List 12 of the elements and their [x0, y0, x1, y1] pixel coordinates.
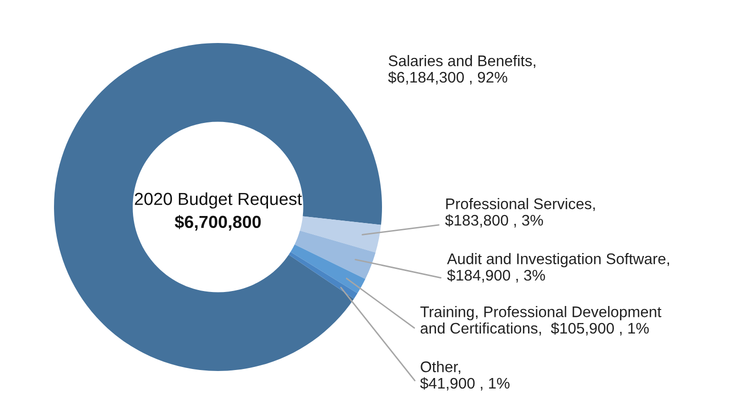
- donut-slice: [294, 230, 376, 280]
- slice-label: Other, $41,900 , 1%: [420, 361, 510, 390]
- text: $6,700,800: [174, 215, 261, 231]
- slice-label: Professional Services, $183,800 , 3%: [445, 198, 595, 228]
- donut-slice: [300, 216, 382, 253]
- donut-slice: [288, 252, 358, 299]
- text: 2020 Budget Request: [134, 192, 302, 209]
- slice-label: Salaries and Benefits, $6,184,300 , 92%: [388, 55, 536, 84]
- slice-label: Training, Professional Development and Certifications, $105,900 , 1%: [420, 306, 662, 336]
- donut-slice: [290, 244, 366, 294]
- slice-label: Audit and Investigation Software, $184,900 , 3%: [447, 253, 669, 282]
- donut-slice: [54, 43, 382, 371]
